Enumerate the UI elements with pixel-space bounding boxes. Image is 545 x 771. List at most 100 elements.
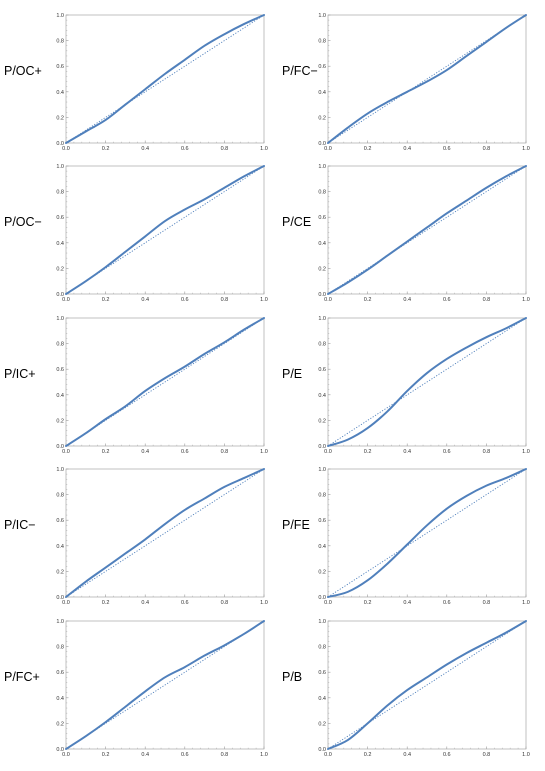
data-curve [65,620,265,750]
reference-diagonal [65,165,265,295]
plot-frame [65,317,265,447]
x-tick-label: 0.8 [483,146,491,152]
panel-p-fcminus: P/FC− 0.0 0.2 0.4 0.6 0.8 1.0 0.0 0.2 0.4 0.6 0.8 1.… [262,0,534,152]
plot-frame [65,620,265,750]
x-tick-label: 0.6 [443,297,451,303]
data-curve [327,468,527,598]
data-curve [327,14,527,144]
x-tick-label: 0.0 [324,449,332,455]
plot-svg: 0.0 0.2 0.4 0.6 0.8 1.0 0.0 0.2 0.4 0.6 0.8 1.0 [56,619,267,758]
y-tick-label: 0.8 [56,493,64,499]
reference-diagonal [65,14,265,144]
y-tick-label: 0.0 [318,595,326,601]
y-tick-label: 0.6 [56,367,64,373]
x-tick-label: 0.2 [102,297,110,303]
x-tick-label: 0.8 [483,449,491,455]
x-tick-label: 0.2 [364,600,372,606]
panel-title: P/FE [282,517,310,532]
panel-title: P/E [282,366,303,381]
y-tick-label: 0.0 [56,292,64,298]
x-tick-label: 0.0 [324,600,332,606]
panel-p-fcplus: P/FC+ 0.0 0.2 0.4 0.6 0.8 1.0 0.0 0.2 0.4 0.6 0.8 1.… [0,606,272,758]
x-tick-label: 0.8 [221,600,229,606]
x-tick-label: 1.0 [522,297,530,303]
y-tick-label: 0.0 [56,141,64,147]
x-tick-label: 0.2 [102,600,110,606]
plot-frame [65,14,265,144]
y-tick-label: 0.6 [318,367,326,373]
x-tick-label: 0.0 [62,449,70,455]
x-tick-label: 0.6 [443,600,451,606]
plot-svg: 0.0 0.2 0.4 0.6 0.8 1.0 0.0 0.2 0.4 0.6 0.8 1.0 [318,316,529,455]
x-tick-label: 0.6 [443,146,451,152]
x-tick-label: 0.4 [141,449,149,455]
x-tick-label: 0.4 [403,449,411,455]
y-tick-label: 0.4 [56,544,64,550]
y-tick-label: 0.2 [56,418,64,424]
y-tick-label: 0.0 [56,747,64,753]
x-tick-label: 0.0 [62,600,70,606]
data-curve [65,14,265,144]
y-tick-label: 0.0 [56,595,64,601]
x-tick-label: 0.6 [181,146,189,152]
y-tick-label: 0.2 [318,266,326,272]
reference-diagonal [65,317,265,447]
y-tick-label: 0.2 [318,569,326,575]
panel-p-fe: P/FE 0.0 0.2 0.4 0.6 0.8 1.0 0.0 0.2 0.4 0.6 0.8 1.0 [262,454,534,606]
y-tick-label: 0.4 [318,544,326,550]
panel-title: P/FC+ [4,669,40,684]
panel-p-ocminus: P/OC− 0.0 0.2 0.4 0.6 0.8 1.0 0.0 0.2 0.4 0.6 0.8 1.… [0,151,272,303]
x-tick-label: 1.0 [522,146,530,152]
x-tick-label: 0.4 [403,752,411,758]
x-tick-label: 0.8 [483,600,491,606]
panel-p-icminus: P/IC− 0.0 0.2 0.4 0.6 0.8 1.0 0.0 0.2 0.4 0.6 0.8 1.… [0,454,272,606]
reference-diagonal [65,468,265,598]
data-curve [65,165,265,295]
plot-frame [327,468,527,598]
plot-frame [327,14,527,144]
y-tick-label: 0.4 [56,90,64,96]
x-tick-label: 0.2 [364,297,372,303]
y-tick-label: 0.2 [318,418,326,424]
x-tick-label: 0.6 [181,297,189,303]
y-tick-label: 1.0 [318,467,326,473]
x-tick-label: 1.0 [260,600,268,606]
y-tick-label: 0.2 [318,721,326,727]
panel-title: P/IC+ [4,366,36,381]
y-tick-label: 1.0 [56,467,64,473]
plot-frame [65,165,265,295]
x-tick-label: 0.8 [221,297,229,303]
x-tick-label: 0.0 [324,297,332,303]
x-tick-label: 0.6 [443,449,451,455]
reference-diagonal [327,620,527,750]
data-curve [327,317,527,447]
data-curve [65,317,265,447]
y-tick-label: 0.4 [318,393,326,399]
x-tick-label: 0.4 [403,600,411,606]
x-tick-label: 0.4 [141,146,149,152]
y-tick-label: 0.4 [318,696,326,702]
y-tick-label: 0.2 [318,115,326,121]
y-tick-label: 1.0 [318,619,326,625]
y-tick-label: 0.4 [56,241,64,247]
plot-svg: 0.0 0.2 0.4 0.6 0.8 1.0 0.0 0.2 0.4 0.6 0.8 1.0 [318,164,530,303]
panel-title: P/CE [282,214,312,229]
panel-title: P/OC+ [4,63,42,78]
x-tick-label: 0.0 [62,752,70,758]
x-tick-label: 0.4 [141,752,149,758]
data-curve [327,620,527,750]
x-tick-label: 0.8 [483,752,491,758]
x-tick-label: 1.0 [522,752,530,758]
plot-svg: 0.0 0.2 0.4 0.6 0.8 1.0 0.0 0.2 0.4 0.6 0.8 1.0 [318,467,529,606]
x-tick-label: 0.2 [102,449,110,455]
plot-svg: 0.0 0.2 0.4 0.6 0.8 1.0 0.0 0.2 0.4 0.6 0.8 1.0 [56,13,267,152]
y-tick-label: 0.8 [56,342,64,348]
y-tick-label: 0.4 [318,241,326,247]
x-tick-label: 0.8 [221,449,229,455]
panel-p-ce: P/CE 0.0 0.2 0.4 0.6 0.8 1.0 0.0 0.2 0.4 0.6 0.8 1.0 [262,151,534,303]
y-tick-label: 0.6 [56,518,64,524]
y-tick-label: 0.0 [318,141,326,147]
y-tick-label: 0.4 [56,393,64,399]
x-tick-label: 0.6 [443,752,451,758]
